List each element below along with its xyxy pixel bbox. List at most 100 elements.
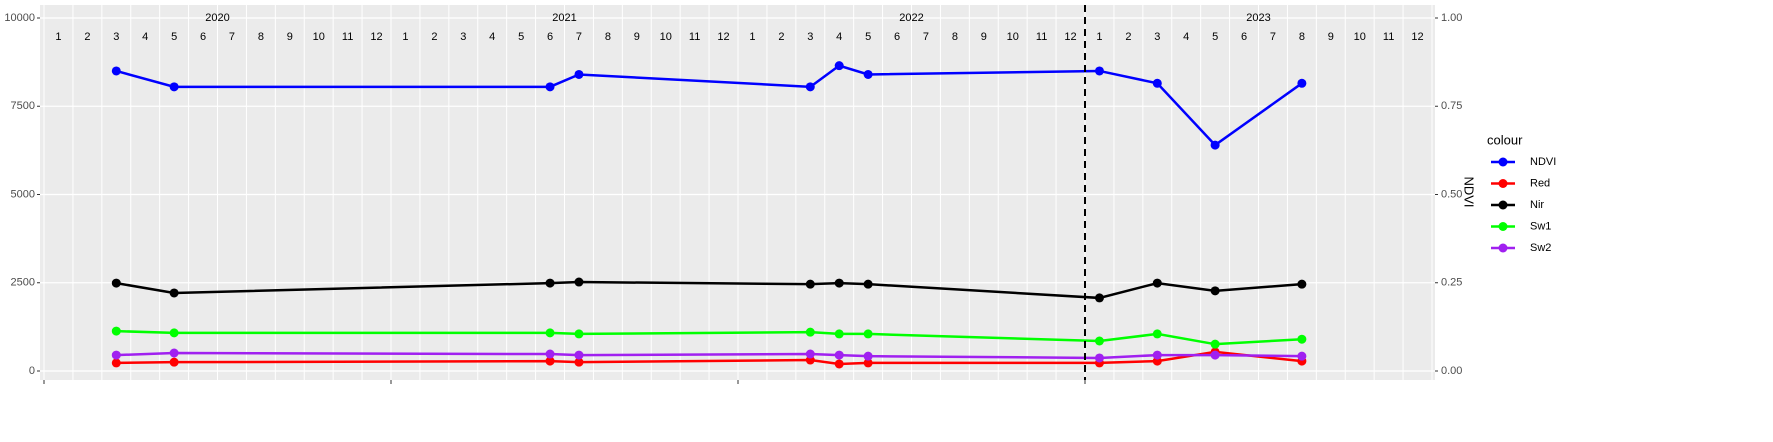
month-label: 4 (489, 31, 495, 43)
legend-title: colour (1487, 132, 1523, 147)
month-label: 5 (518, 31, 524, 43)
point (1297, 351, 1307, 361)
point (834, 278, 844, 288)
point (574, 350, 584, 360)
month-label: 4 (142, 31, 148, 43)
point (111, 278, 121, 288)
point (169, 348, 179, 358)
legend-label: Sw2 (1530, 242, 1551, 254)
point (574, 277, 584, 287)
month-label: 1 (749, 31, 755, 43)
month-label: 5 (865, 31, 871, 43)
point (1152, 78, 1162, 88)
point (545, 349, 555, 359)
point (545, 278, 555, 288)
year-label: 2022 (899, 12, 923, 24)
month-label: 10 (1354, 31, 1366, 43)
point (169, 328, 179, 338)
point (1210, 286, 1220, 296)
month-label: 6 (547, 31, 553, 43)
month-label: 2 (431, 31, 437, 43)
legend-label: Red (1530, 177, 1550, 189)
month-label: 9 (981, 31, 987, 43)
month-label: 3 (807, 31, 813, 43)
month-label: 12 (1411, 31, 1423, 43)
point (805, 327, 815, 337)
y2-tick-label: 0.00 (1441, 365, 1462, 377)
month-label: 1 (55, 31, 61, 43)
point (863, 358, 873, 368)
point (863, 69, 873, 79)
y-tick-label: 0 (29, 365, 35, 377)
legend-label: Sw1 (1530, 220, 1551, 232)
month-label: 12 (370, 31, 382, 43)
point (1094, 353, 1104, 363)
point (834, 61, 844, 71)
month-label: 7 (576, 31, 582, 43)
month-label: 10 (313, 31, 325, 43)
month-label: 10 (1007, 31, 1019, 43)
year-label: 2020 (205, 12, 229, 24)
month-label: 11 (1383, 31, 1394, 43)
month-label: 9 (287, 31, 293, 43)
month-label: 11 (1036, 31, 1047, 43)
point (834, 350, 844, 360)
month-label: 8 (1299, 31, 1305, 43)
month-label: 2 (778, 31, 784, 43)
point (1210, 339, 1220, 349)
point (169, 288, 179, 298)
y2-tick-label: 0.50 (1441, 188, 1462, 200)
point (111, 350, 121, 360)
month-label: 4 (1183, 31, 1189, 43)
point (1152, 350, 1162, 360)
month-label: 11 (342, 31, 353, 43)
point (1094, 336, 1104, 346)
month-label: 1 (1096, 31, 1102, 43)
legend-key-point (1498, 243, 1508, 253)
month-label: 8 (605, 31, 611, 43)
month-label: 7 (1270, 31, 1276, 43)
month-label: 12 (717, 31, 729, 43)
month-label: 10 (660, 31, 672, 43)
month-label: 7 (923, 31, 929, 43)
point (863, 279, 873, 289)
legend-label: NDVI (1530, 156, 1556, 168)
y2-tick-label: 0.25 (1441, 277, 1462, 289)
point (169, 357, 179, 367)
point (545, 356, 555, 366)
legend-label: Nir (1530, 199, 1544, 211)
y2-tick-label: 1.00 (1441, 12, 1462, 24)
month-label: 2 (1125, 31, 1131, 43)
legend-key-point (1498, 222, 1508, 231)
y-tick-label: 10000 (4, 12, 35, 24)
point (1297, 279, 1307, 289)
y-tick-label: 2500 (11, 277, 35, 289)
point (111, 66, 121, 76)
month-label: 11 (689, 31, 700, 43)
point (863, 351, 873, 361)
point (1152, 329, 1162, 339)
point (863, 329, 873, 339)
month-label: 8 (258, 31, 264, 43)
month-label: 6 (200, 31, 206, 43)
point (834, 329, 844, 339)
point (574, 357, 584, 367)
year-label: 2021 (552, 12, 576, 24)
point (545, 328, 555, 338)
month-label: 3 (460, 31, 466, 43)
month-label: 7 (229, 31, 235, 43)
point (111, 358, 121, 368)
y-tick-label: 5000 (11, 188, 35, 200)
month-label: 9 (634, 31, 640, 43)
point (805, 279, 815, 289)
point (805, 82, 815, 92)
month-label: 4 (836, 31, 842, 43)
y-tick-label: 7500 (11, 100, 35, 112)
month-label: 3 (113, 31, 119, 43)
year-label: 2023 (1246, 12, 1270, 24)
month-label: 5 (1212, 31, 1218, 43)
point (1152, 278, 1162, 288)
point (1297, 334, 1307, 344)
legend-key-point (1498, 179, 1508, 188)
